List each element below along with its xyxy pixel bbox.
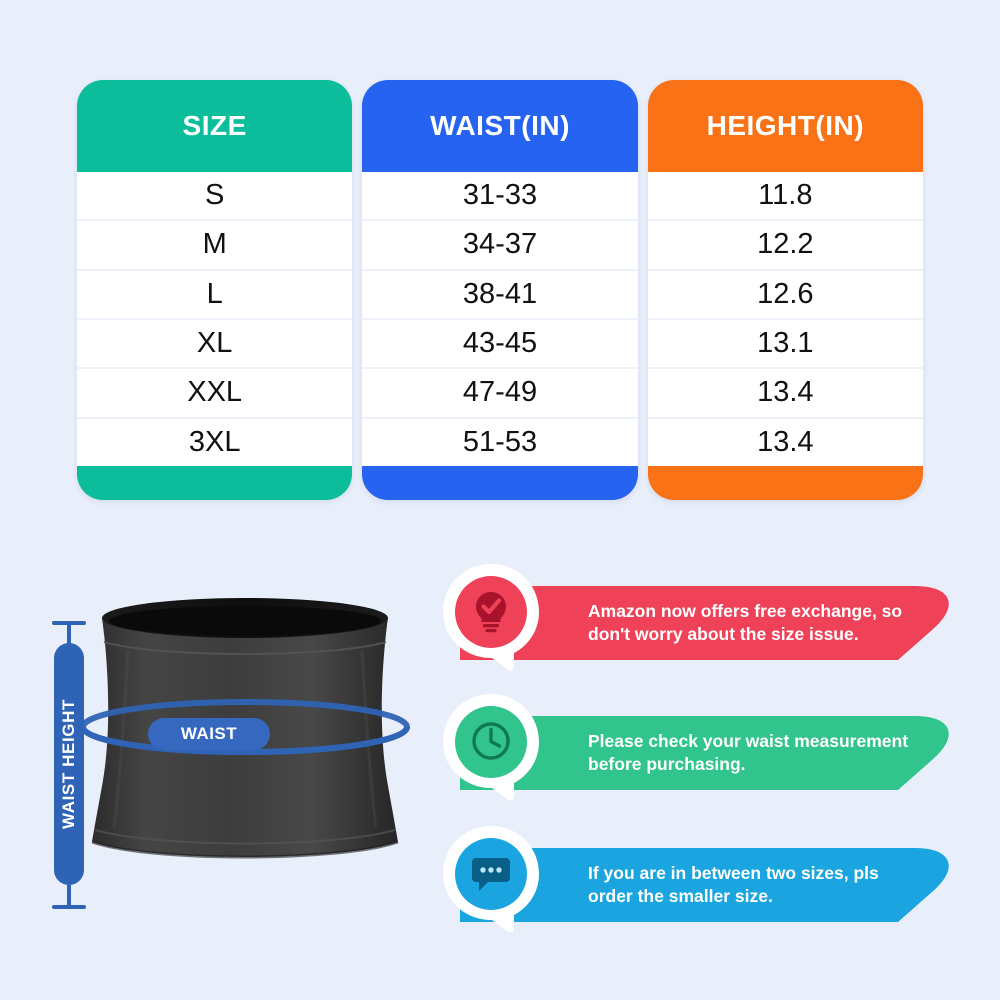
table-cell: 38-41: [362, 270, 638, 320]
waist-badge-label: WAIST: [180, 724, 238, 743]
note-item: Amazon now offers free exchange, so don'…: [440, 560, 985, 682]
note-ribbon: Amazon now offers free exchange, so don'…: [460, 578, 980, 668]
table-cell: 34-37: [362, 221, 638, 271]
column-footer-waist: [362, 466, 637, 500]
size-chart-column-size: SIZE S M L XL XXL 3XL: [77, 80, 353, 500]
info-notes-list: Amazon now offers free exchange, so don'…: [440, 560, 985, 970]
column-body-size: S M L XL XXL 3XL: [77, 172, 353, 466]
note-text: Please check your waist measurement befo…: [588, 730, 909, 774]
table-cell: S: [77, 172, 353, 222]
table-cell: 11.8: [647, 172, 923, 222]
table-cell: 13.4: [647, 369, 923, 419]
column-footer-height: [648, 466, 923, 500]
note-item: If you are in between two sizes, pls ord…: [440, 822, 985, 944]
lightbulb-check-icon: [468, 588, 514, 634]
note-ribbon: Please check your waist measurement befo…: [460, 708, 980, 798]
note-badge: [440, 692, 542, 804]
product-illustration: WAIST HEIGHT: [20, 560, 430, 980]
table-cell: M: [77, 221, 353, 271]
note-item: Please check your waist measurement befo…: [440, 690, 985, 812]
table-cell: L: [77, 270, 353, 320]
column-header-height: HEIGHT(IN): [706, 110, 865, 141]
table-cell: 47-49: [362, 369, 638, 419]
size-chart-table: SIZE S M L XL XXL 3XL WAIST(IN) 31-33 34…: [77, 80, 923, 500]
gauge-stem-top: [67, 621, 71, 645]
table-cell: 13.1: [647, 319, 923, 370]
table-cell: 3XL: [77, 418, 353, 466]
table-cell: 13.4: [647, 418, 923, 466]
note-text: If you are in between two sizes, pls ord…: [588, 862, 879, 906]
column-header-size: SIZE: [182, 110, 247, 141]
waist-height-pill: WAIST HEIGHT: [54, 643, 84, 885]
chat-bubble-icon: [468, 850, 514, 896]
note-text: Amazon now offers free exchange, so don'…: [588, 600, 903, 644]
table-cell: XXL: [77, 369, 353, 419]
gauge-stem-bottom: [67, 885, 71, 909]
gauge-cap-bottom: [52, 905, 86, 909]
column-body-waist: 31-33 34-37 38-41 43-45 47-49 51-53: [362, 172, 638, 466]
note-ribbon: If you are in between two sizes, pls ord…: [460, 840, 980, 930]
column-body-height: 11.8 12.2 12.6 13.1 13.4 13.4: [647, 172, 923, 466]
table-cell: 43-45: [362, 319, 638, 370]
waist-height-gauge: WAIST HEIGHT: [46, 615, 92, 915]
size-chart-column-height: HEIGHT(IN) 11.8 12.2 12.6 13.1 13.4 13.4: [647, 80, 923, 500]
table-cell: 31-33: [362, 172, 638, 222]
column-footer-size: [77, 466, 352, 500]
waist-height-label: WAIST HEIGHT: [59, 699, 79, 829]
table-cell: 12.2: [647, 221, 923, 271]
table-cell: 12.6: [647, 270, 923, 320]
size-chart-column-waist: WAIST(IN) 31-33 34-37 38-41 43-45 47-49 …: [362, 80, 638, 500]
column-header-waist: WAIST(IN): [430, 110, 570, 141]
table-cell: XL: [77, 319, 353, 370]
waist-measure-badge: WAIST: [148, 718, 270, 750]
table-cell: 51-53: [362, 418, 638, 466]
clock-icon: [468, 718, 514, 764]
